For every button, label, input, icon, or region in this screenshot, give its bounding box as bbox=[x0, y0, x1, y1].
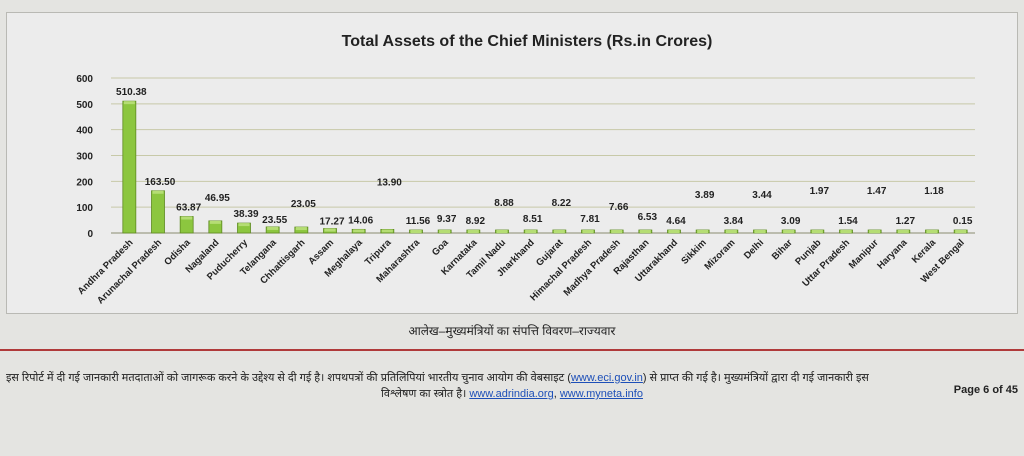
data-label: 46.95 bbox=[205, 193, 230, 204]
footer-text-part: इस रिपोर्ट में दी गई जानकारी मतदाताओं को… bbox=[6, 372, 571, 384]
data-label: 17.27 bbox=[319, 217, 344, 228]
data-label: 8.92 bbox=[466, 216, 486, 227]
data-label: 63.87 bbox=[176, 203, 201, 214]
data-label: 3.89 bbox=[695, 190, 715, 201]
bar-highlight bbox=[467, 230, 479, 233]
bar-highlight bbox=[324, 228, 336, 232]
data-label: 13.90 bbox=[377, 177, 402, 188]
bar-highlight bbox=[783, 230, 795, 233]
bar-highlight bbox=[238, 223, 250, 227]
y-tick-label: 100 bbox=[76, 203, 93, 214]
footer-text-part: विश्लेषण का स्त्रोत है। bbox=[381, 388, 467, 400]
bar-highlight bbox=[353, 229, 365, 233]
chart-frame: 0 100 200 300 400 500 600 510.38 163.50 63.87 46.… bbox=[6, 12, 1018, 314]
data-label: 1.18 bbox=[924, 186, 944, 197]
footer-line-1: इस रिपोर्ट में दी गई जानकारी मतदाताओं को… bbox=[6, 370, 1018, 386]
bar-highlight bbox=[725, 230, 737, 233]
category-label: Manipur bbox=[847, 237, 881, 271]
eci-link[interactable]: www.eci.gov.in bbox=[570, 372, 643, 384]
data-label: 1.47 bbox=[867, 186, 887, 197]
bar-highlight bbox=[668, 230, 680, 233]
data-label: 6.53 bbox=[638, 212, 658, 223]
bar-highlight bbox=[267, 226, 279, 230]
footer-line-2: विश्लेषण का स्त्रोत है। www.adrindia.org… bbox=[6, 386, 1018, 402]
adr-link[interactable]: www.adrindia.org bbox=[469, 388, 554, 400]
footer-divider bbox=[0, 349, 1024, 351]
y-tick-label: 400 bbox=[76, 126, 93, 137]
bar-highlight bbox=[697, 230, 709, 233]
y-tick-label: 500 bbox=[76, 100, 93, 111]
chart-caption: आलेख–मुख्यमंत्रियों का संपत्ति विवरण–राज… bbox=[408, 324, 616, 338]
data-label: 4.64 bbox=[666, 216, 686, 227]
y-tick-label: 0 bbox=[87, 229, 93, 240]
category-label: Delhi bbox=[742, 237, 766, 261]
data-label: 1.27 bbox=[896, 216, 916, 227]
data-label: 14.06 bbox=[348, 215, 373, 226]
bar-highlight bbox=[639, 230, 651, 233]
data-label: 38.39 bbox=[233, 209, 258, 220]
bar bbox=[151, 190, 165, 234]
bar-highlight bbox=[152, 190, 164, 194]
category-label: Goa bbox=[430, 237, 451, 258]
bar-highlight bbox=[410, 230, 422, 233]
data-label: 7.81 bbox=[580, 214, 600, 225]
y-tick-label: 200 bbox=[76, 177, 93, 188]
bar-highlight bbox=[381, 229, 393, 233]
bar-chart: 0 100 200 300 400 500 600 510.38 163.50 63.87 46.… bbox=[76, 33, 975, 306]
bar-highlight bbox=[869, 230, 881, 233]
bar-highlight bbox=[611, 230, 623, 233]
bar-highlight bbox=[582, 230, 594, 233]
data-label: 23.55 bbox=[262, 215, 287, 226]
bar-highlight bbox=[840, 230, 852, 233]
data-label: 8.51 bbox=[523, 214, 543, 225]
footer-text: इस रिपोर्ट में दी गई जानकारी मतदाताओं को… bbox=[6, 370, 1018, 402]
footer-comma: , bbox=[553, 388, 557, 400]
chart-title: Total Assets of the Chief Ministers (Rs.… bbox=[342, 33, 713, 50]
category-label: Mizoram bbox=[702, 237, 737, 272]
data-label: 510.38 bbox=[116, 87, 147, 98]
data-label: 3.84 bbox=[724, 216, 744, 227]
data-label: 1.54 bbox=[838, 216, 858, 227]
bar-highlight bbox=[525, 230, 537, 233]
y-tick-label: 300 bbox=[76, 152, 93, 163]
page-number: Page 6 of 45 bbox=[953, 384, 1018, 396]
data-label: 11.56 bbox=[406, 216, 431, 227]
data-label: 3.44 bbox=[752, 190, 772, 201]
bar-highlight bbox=[955, 230, 967, 233]
myneta-link[interactable]: www.myneta.info bbox=[559, 388, 643, 400]
category-label: Bihar bbox=[770, 237, 795, 262]
footer-text-part: ) से प्राप्त की गई है। मुख्यमंत्रियों द्… bbox=[642, 372, 869, 384]
bar-highlight bbox=[181, 216, 193, 220]
bar-highlight bbox=[496, 230, 508, 233]
bar-highlight bbox=[897, 230, 909, 233]
bar bbox=[122, 100, 137, 234]
bar-highlight bbox=[553, 230, 565, 233]
data-label: 8.88 bbox=[494, 198, 514, 209]
data-label: 23.05 bbox=[291, 199, 316, 210]
data-label: 9.37 bbox=[437, 214, 457, 225]
data-label: 0.15 bbox=[953, 216, 973, 227]
bar-highlight bbox=[295, 227, 307, 231]
bar-highlight bbox=[754, 230, 766, 233]
data-label: 7.66 bbox=[609, 202, 629, 213]
bar-highlight bbox=[439, 230, 451, 233]
data-label: 1.97 bbox=[810, 186, 830, 197]
data-label: 163.50 bbox=[145, 177, 176, 188]
bar-highlight bbox=[209, 220, 221, 224]
bar-highlight bbox=[926, 230, 938, 233]
y-tick-label: 600 bbox=[76, 74, 93, 85]
bar-highlight bbox=[811, 230, 823, 233]
category-label: Haryana bbox=[875, 237, 910, 272]
data-label: 8.22 bbox=[552, 198, 572, 209]
data-label: 3.09 bbox=[781, 216, 801, 227]
bar-highlight bbox=[123, 101, 135, 105]
